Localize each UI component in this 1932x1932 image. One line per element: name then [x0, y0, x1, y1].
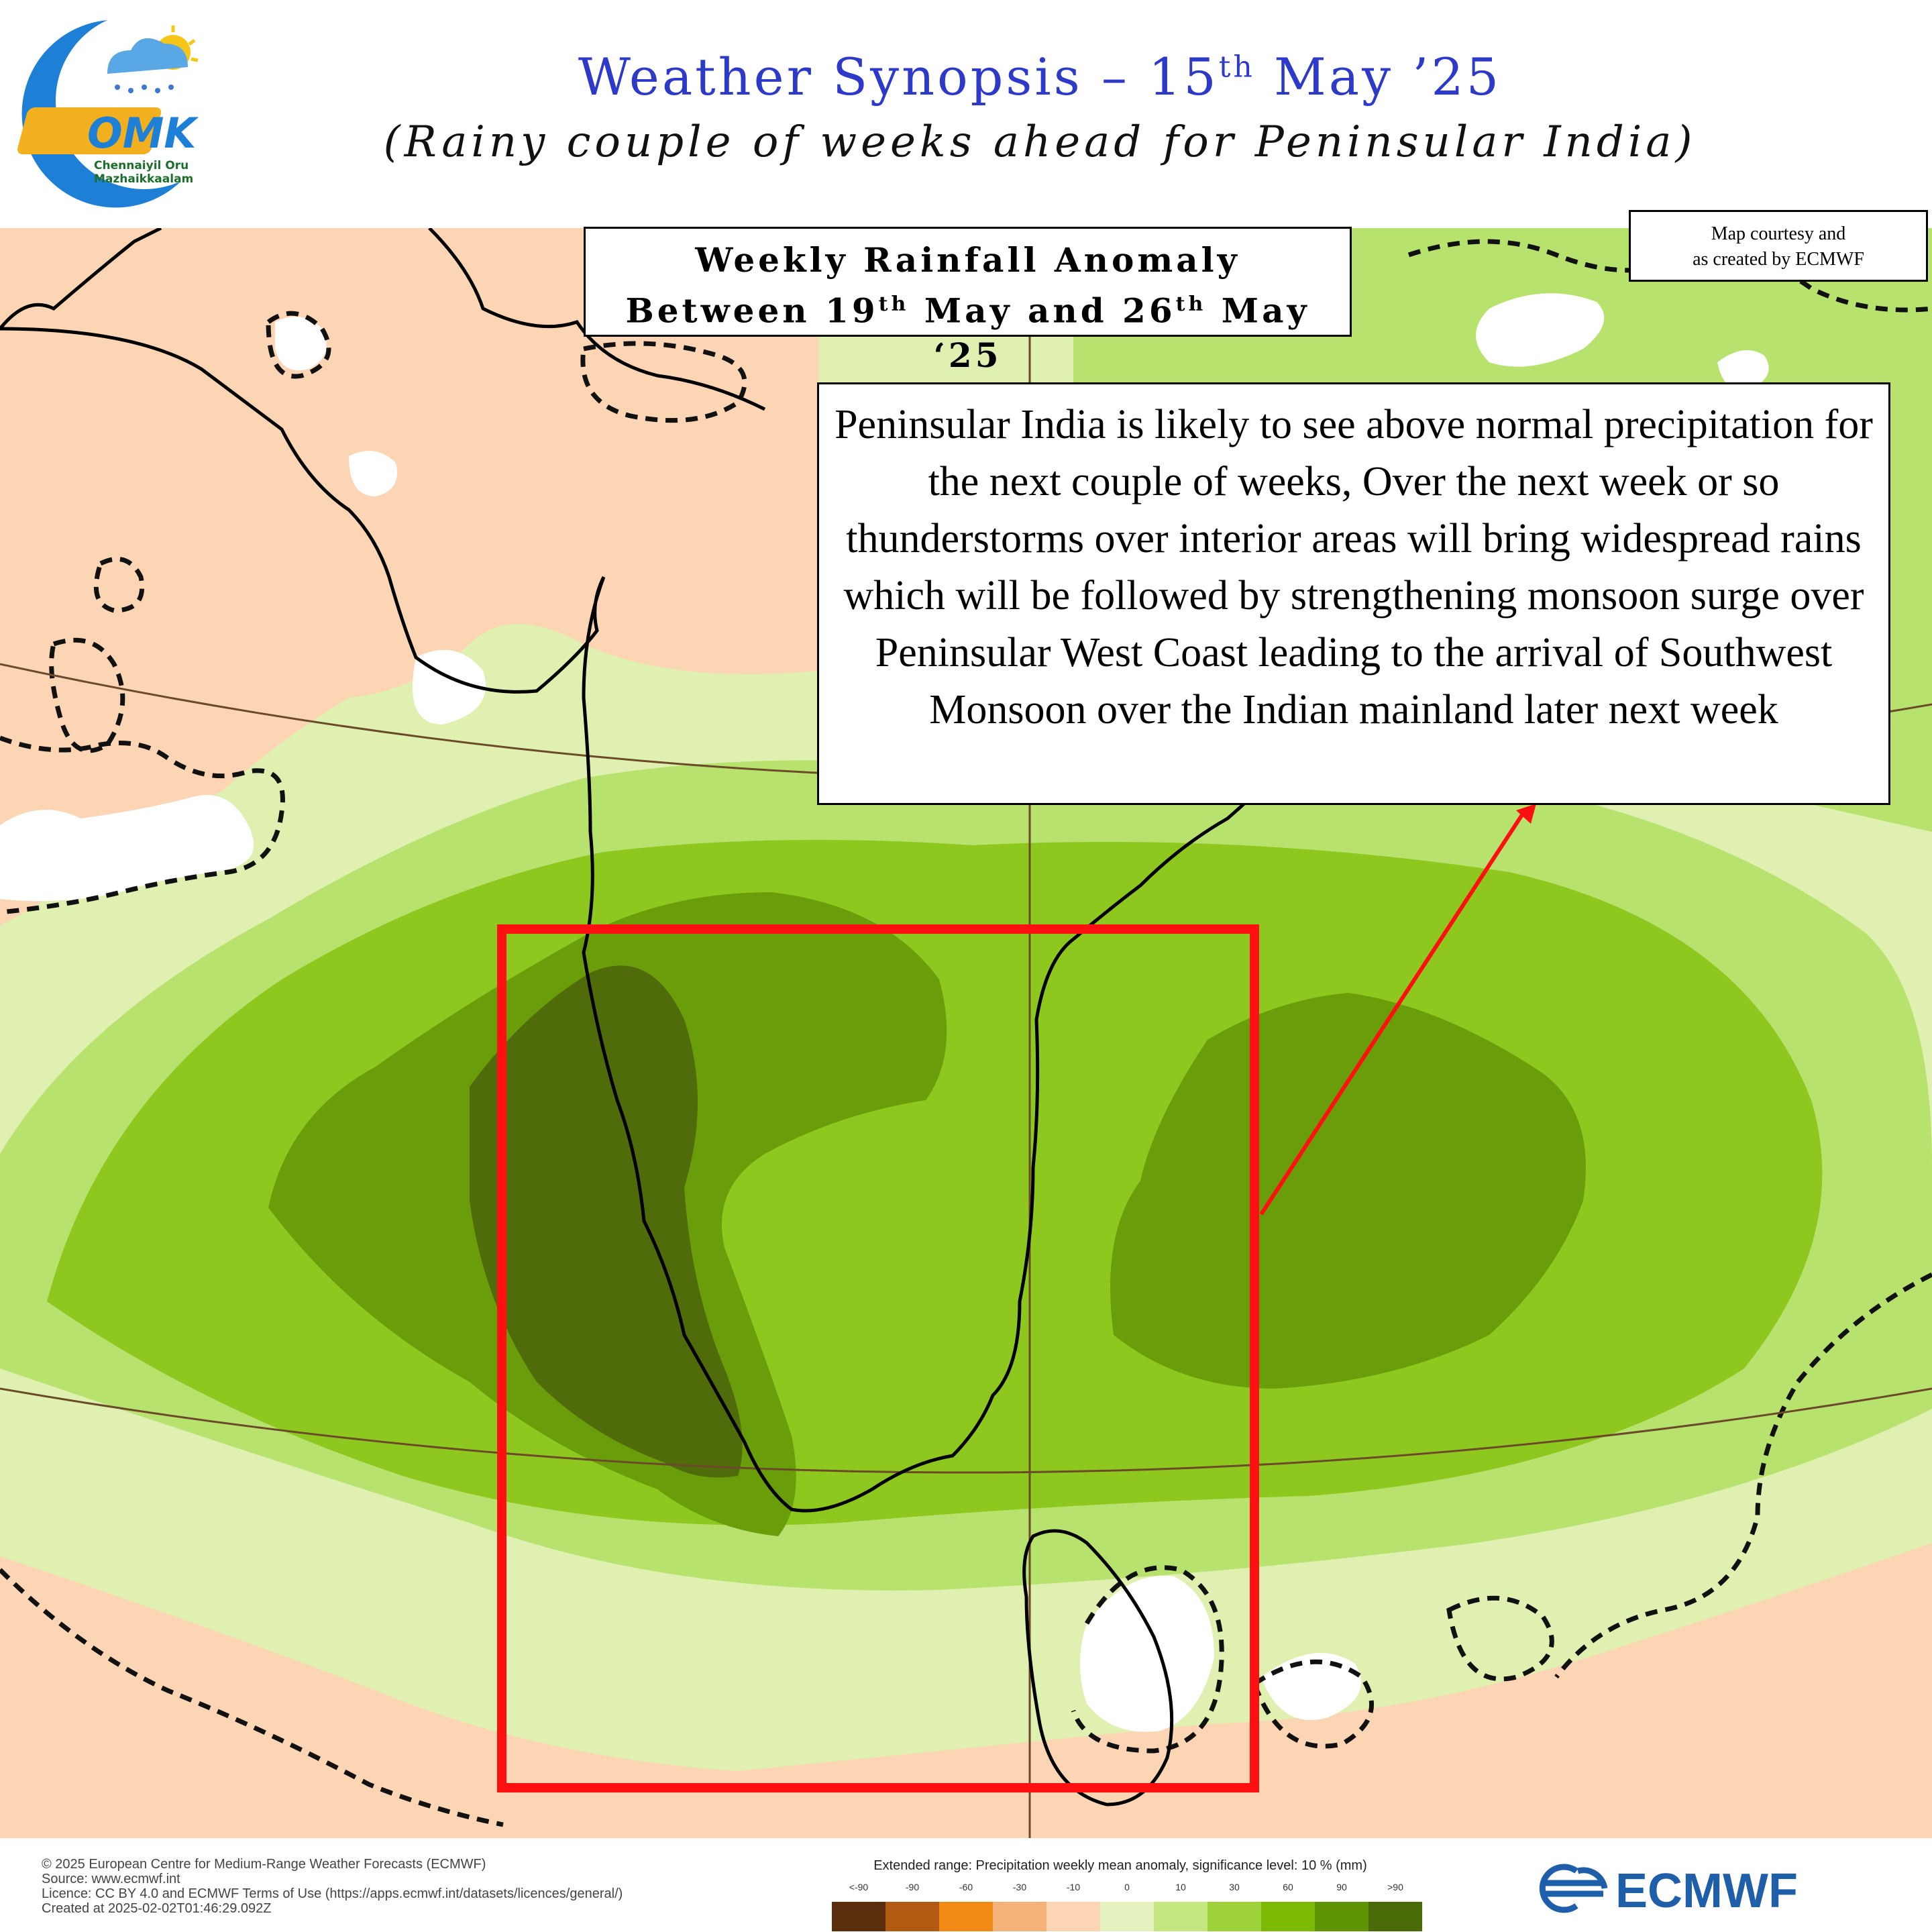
legend-color-bar	[832, 1902, 1422, 1931]
ecmwf-brand-text: ECMWF	[1615, 1864, 1798, 1915]
legend-swatch	[1315, 1902, 1368, 1931]
southern-dry-region	[0, 1489, 1932, 1838]
page-title: Weather Synopsis – 15th May ’25	[578, 47, 1502, 107]
legend-swatch	[832, 1902, 885, 1931]
legend-ticks: <-90 -90 -60 -30 -10 0 10 30 60 90 >90	[832, 1882, 1422, 1899]
omk-logo: OMK Chennaiyil Oru Mazhaikkaalam	[17, 20, 199, 208]
legend-swatch	[885, 1902, 939, 1931]
footer-licence: Licence: CC BY 4.0 and ECMWF Terms of Us…	[42, 1886, 623, 1901]
northwest-dry-region	[0, 228, 818, 926]
anomaly-line2: Between 19th May and 26th May ‘25	[625, 290, 1310, 375]
significance-contours	[0, 239, 1932, 1827]
footer-copyright: © 2025 European Centre for Medium-Range …	[42, 1857, 486, 1872]
legend-swatch	[1046, 1902, 1100, 1931]
pointer-arrow	[1259, 804, 1536, 1216]
darkest-green-strip	[470, 965, 743, 1478]
legend-swatch	[1154, 1902, 1208, 1931]
footer-source: Source: www.ecmwf.int	[42, 1872, 180, 1886]
legend-tick-label: 60	[1283, 1882, 1293, 1892]
legend-tick-label: <-90	[849, 1882, 869, 1892]
legend-swatch	[1261, 1902, 1315, 1931]
legend-tick-label: -30	[1012, 1882, 1027, 1892]
legend-tick-label: 0	[1124, 1882, 1130, 1892]
header: OMK Chennaiyil Oru Mazhaikkaalam Weather…	[0, 0, 1932, 228]
ecmwf-logo: ECMWF	[1539, 1864, 1798, 1915]
courtesy-line1: Map courtesy and	[1711, 223, 1846, 244]
logo-line1: Chennaiyil Oru	[94, 159, 189, 172]
legend-tick-label: -90	[905, 1882, 920, 1892]
legend-title: Extended range: Precipitation weekly mea…	[873, 1858, 1367, 1873]
logo-text: OMK	[87, 109, 199, 158]
southern-green-band	[0, 1355, 1932, 1771]
footer-credits: © 2025 European Centre for Medium-Range …	[42, 1857, 623, 1916]
legend-swatch	[1100, 1902, 1154, 1931]
legend-tick-label: >90	[1387, 1882, 1403, 1892]
footer-created: Created at 2025-02-02T01:46:29.092Z	[42, 1901, 272, 1916]
description-box: Peninsular India is likely to see above …	[817, 382, 1890, 805]
page-subtitle: (Rainy couple of weeks ahead for Peninsu…	[383, 117, 1697, 167]
legend-tick-label: 30	[1229, 1882, 1240, 1892]
rainfall-anomaly-map	[0, 228, 1932, 1838]
courtesy-line2: as created by ECMWF	[1693, 249, 1864, 270]
legend-tick-label: -60	[959, 1882, 973, 1892]
legend-swatch	[939, 1902, 993, 1931]
highlight-region-box	[497, 924, 1259, 1792]
eastern-dark-green-zone	[1110, 993, 1586, 1389]
logo-line2: Mazhaikkaalam	[94, 172, 193, 186]
legend-tick-label: 90	[1336, 1882, 1347, 1892]
anomaly-label-box: Weekly Rainfall Anomaly Between 19th May…	[584, 227, 1352, 375]
anomaly-line1: Weekly Rainfall Anomaly	[695, 240, 1240, 280]
courtesy-box: Map courtesy and as created by ECMWF	[1629, 210, 1928, 282]
coastlines	[0, 228, 1558, 1807]
legend-tick-label: 10	[1175, 1882, 1186, 1892]
footer: © 2025 European Centre for Medium-Range …	[0, 1838, 1932, 1932]
color-legend: Extended range: Precipitation weekly mea…	[832, 1858, 1422, 1931]
legend-swatch	[993, 1902, 1046, 1931]
legend-swatch	[1208, 1902, 1261, 1931]
not-significant-patches	[0, 293, 1769, 1732]
legend-tick-label: -10	[1066, 1882, 1081, 1892]
description-text: Peninsular India is likely to see above …	[835, 402, 1873, 733]
legend-swatch	[1368, 1902, 1422, 1931]
